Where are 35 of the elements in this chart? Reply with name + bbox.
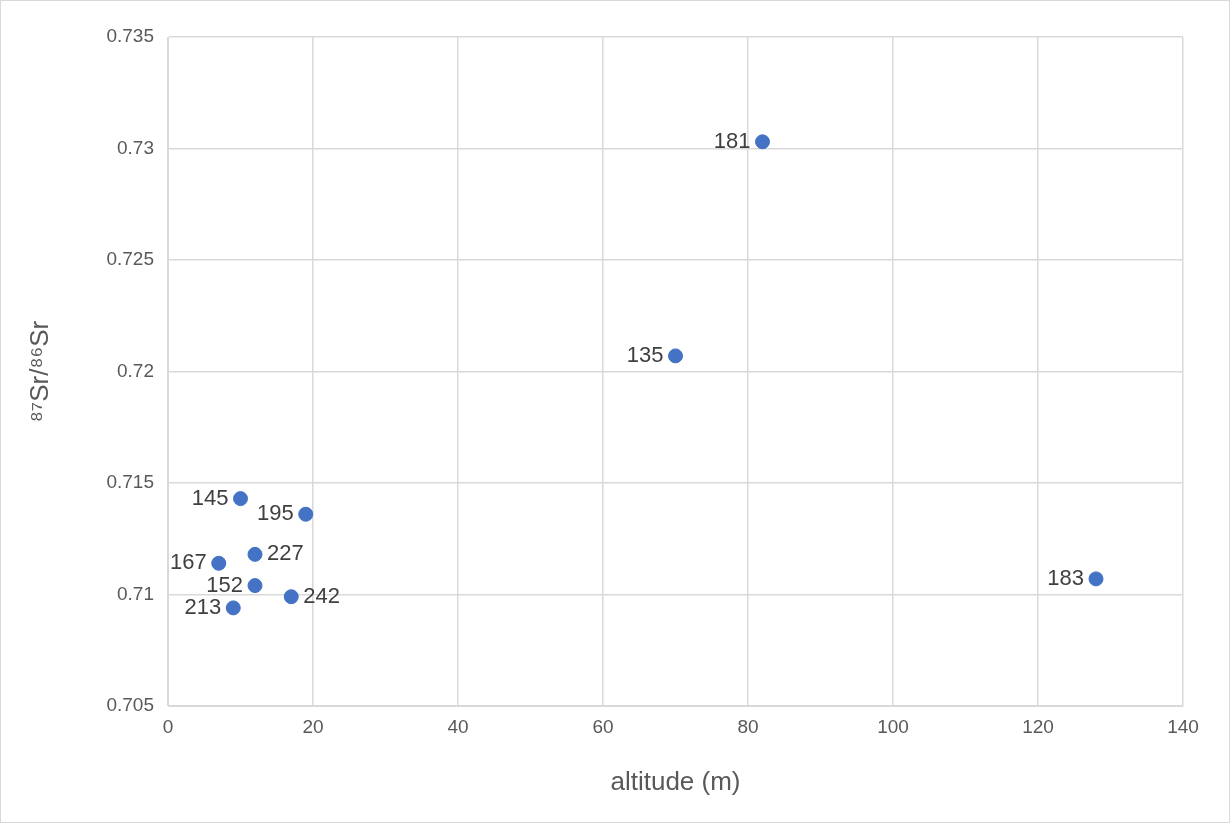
x-tick-label: 60 bbox=[592, 715, 614, 737]
y-tick-label: 0.735 bbox=[106, 25, 154, 47]
annotation: 135 bbox=[626, 341, 664, 367]
annotation: 242 bbox=[303, 582, 340, 608]
x-axis-title: altitude (m) bbox=[610, 765, 741, 796]
x-tick-label: 20 bbox=[302, 715, 324, 737]
annotation: 183 bbox=[1047, 564, 1085, 590]
x-tick-label: 120 bbox=[1022, 715, 1054, 737]
point bbox=[283, 589, 299, 605]
y-tick-label: 0.71 bbox=[117, 582, 154, 604]
annotation: 195 bbox=[257, 500, 294, 526]
x-tick-label: 80 bbox=[737, 715, 759, 737]
y-tick-label: 0.73 bbox=[117, 136, 154, 158]
x-tick-label: 40 bbox=[447, 715, 469, 737]
point bbox=[298, 506, 314, 522]
annotation: 145 bbox=[191, 484, 229, 510]
point bbox=[225, 600, 241, 616]
y-tick-label: 0.72 bbox=[117, 359, 154, 381]
point bbox=[233, 491, 248, 507]
x-tick-label: 100 bbox=[877, 715, 909, 737]
annotation: 227 bbox=[267, 540, 304, 566]
y-axis-title: ⁸⁷Sr/⁸⁶Sr bbox=[23, 320, 54, 423]
point bbox=[755, 134, 770, 150]
point bbox=[247, 578, 263, 594]
point bbox=[211, 555, 227, 571]
point bbox=[247, 546, 263, 562]
y-tick-label: 0.715 bbox=[106, 471, 154, 493]
point bbox=[668, 348, 683, 364]
y-tick-label: 0.725 bbox=[106, 248, 154, 270]
annotation: 167 bbox=[170, 549, 207, 575]
point bbox=[1088, 571, 1104, 587]
x-tick-label: 140 bbox=[1167, 715, 1199, 737]
x-tick-label: 0 bbox=[162, 715, 174, 737]
annotation: 181 bbox=[713, 127, 751, 153]
y-tick-label: 0.705 bbox=[106, 694, 154, 716]
